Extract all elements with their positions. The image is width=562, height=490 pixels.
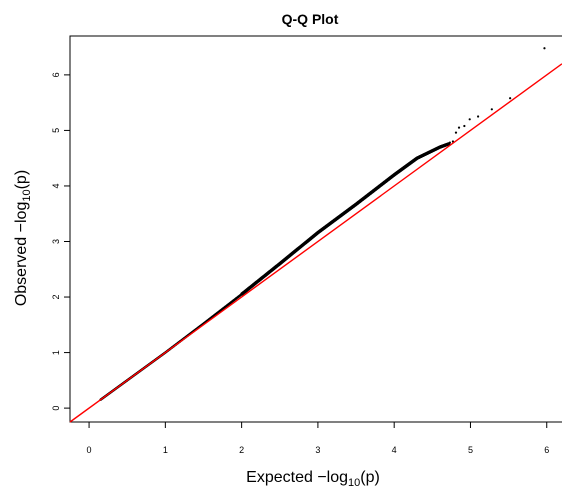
y-tick-label: 3 (51, 239, 61, 244)
data-point (454, 131, 458, 134)
data-point (463, 124, 466, 128)
x-tick-label: 1 (163, 445, 168, 455)
y-tick-label: 5 (51, 128, 61, 133)
x-tick-label: 0 (87, 445, 92, 455)
y-tick-label: 2 (51, 295, 61, 300)
data-point (509, 97, 512, 100)
data-point (490, 108, 493, 111)
reference-line (69, 63, 562, 423)
data-points (99, 47, 546, 401)
y-tick-label: 4 (51, 183, 61, 188)
data-point (476, 115, 480, 118)
data-point (448, 141, 451, 144)
x-tick-label: 3 (315, 445, 320, 455)
plot-frame-border (69, 35, 562, 423)
y-tick-label: 1 (51, 350, 61, 355)
x-tick-label: 5 (468, 445, 473, 455)
plot-frame (69, 35, 562, 423)
x-axis-label: Expected −log10(p) (246, 469, 380, 489)
y-axis-ticks: 0 1 2 3 4 5 6 (51, 72, 70, 411)
x-tick-label: 2 (239, 445, 244, 455)
data-point (468, 118, 471, 121)
x-axis-ticks: 0 1 2 3 4 5 6 (87, 422, 549, 455)
data-point (457, 126, 461, 129)
reference-line-group (69, 63, 562, 423)
y-tick-label: 6 (51, 72, 61, 77)
data-point (543, 47, 546, 50)
y-axis-label: Observed −log10(p) (13, 170, 33, 306)
x-tick-label: 4 (392, 445, 397, 455)
chart-title: Q-Q Plot (282, 11, 339, 27)
y-tick-label: 0 (51, 406, 61, 411)
x-tick-label: 6 (544, 445, 549, 455)
